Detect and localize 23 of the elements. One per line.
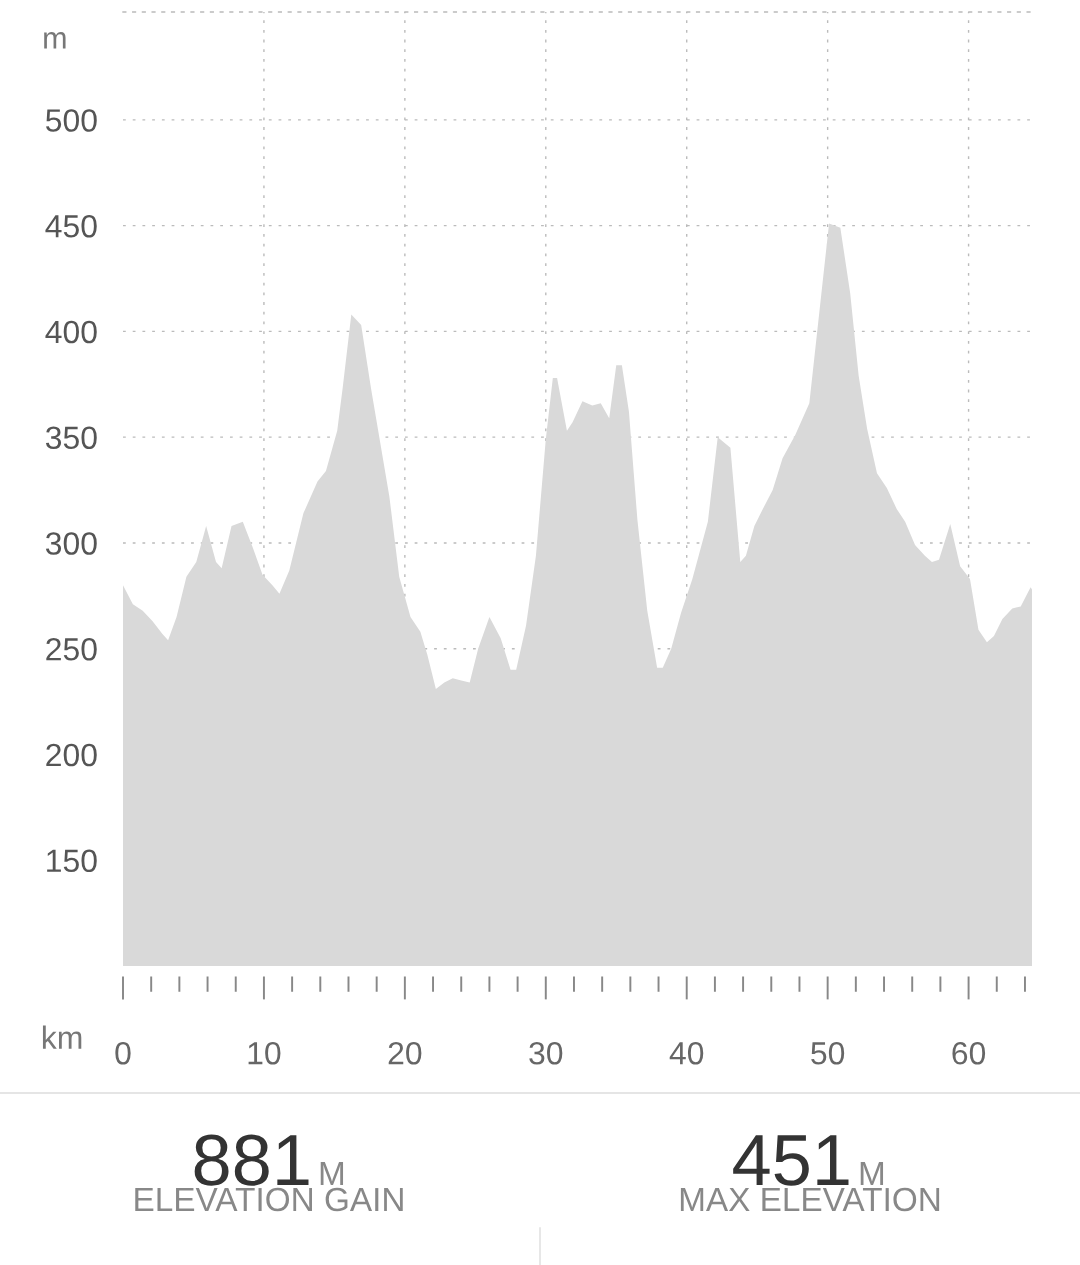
x-axis-title: km [42, 1025, 82, 1049]
text: M [320, 1162, 344, 1185]
text: MAX ELEVATION [680, 1187, 940, 1212]
x-tick-label: 0 [115, 1041, 131, 1065]
text: 881 [194, 1134, 309, 1186]
y-tick-label: 200 [46, 743, 97, 767]
x-tick-label: 10 [248, 1041, 281, 1065]
y-tick-label: 400 [45, 320, 97, 344]
y-axis-title: m [44, 32, 66, 49]
x-tick-label: 60 [952, 1041, 986, 1065]
y-tick-label: 150 [47, 849, 97, 873]
x-tick-label: 40 [669, 1041, 704, 1065]
x-tick-label: 30 [529, 1041, 563, 1065]
y-tick-label: 500 [45, 109, 97, 132]
text: ELEVATION GAIN [135, 1187, 403, 1212]
y-tick-label: 350 [45, 426, 97, 450]
y-tick-label: 450 [45, 214, 97, 238]
y-tick-label: 300 [45, 532, 97, 555]
x-tick-label: 20 [388, 1041, 422, 1065]
y-tick-label: 250 [46, 637, 97, 661]
text: 451 [733, 1135, 849, 1186]
x-tick-label: 50 [811, 1041, 845, 1065]
text: M [860, 1162, 884, 1185]
